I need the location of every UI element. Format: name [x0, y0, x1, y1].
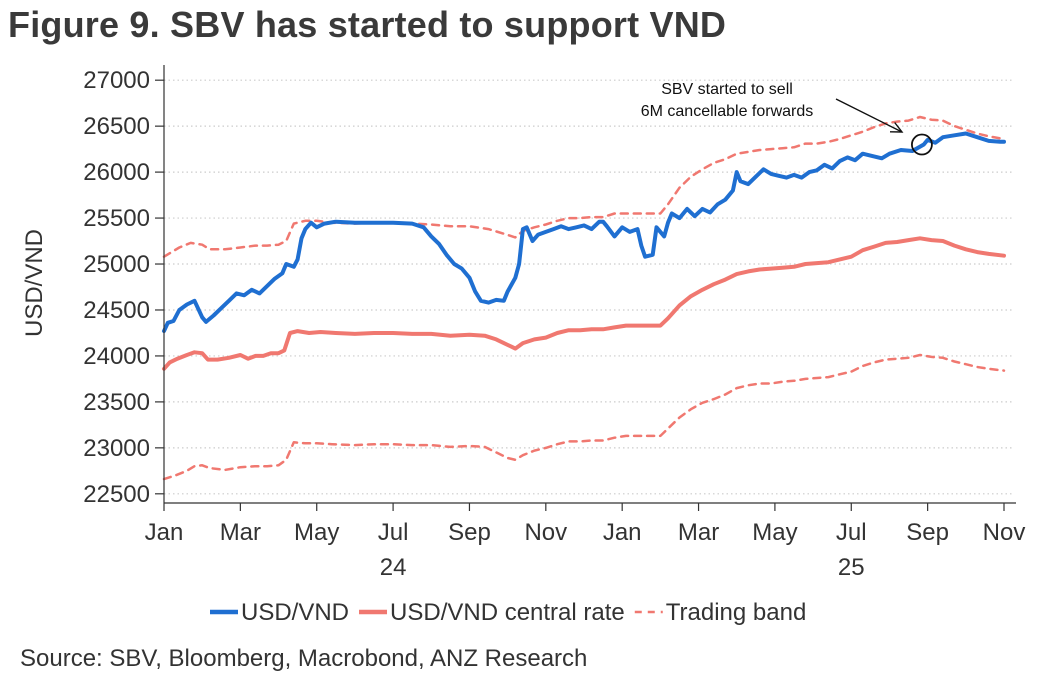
y-tick-label: 23000 — [83, 435, 150, 462]
x-tick-label: May — [752, 519, 797, 546]
y-tick-label: 25500 — [83, 205, 150, 232]
y-tick-label: 27000 — [83, 67, 150, 94]
annotation-text: SBV started to sell — [661, 81, 793, 98]
legend-label: USD/VND central rate — [390, 599, 625, 626]
x-tick-label: Jul — [378, 519, 409, 546]
x-tick-label: Nov — [983, 519, 1026, 546]
series-line-usd-vnd — [162, 131, 1006, 334]
series-line-trading-band — [162, 353, 1006, 481]
x-tick-label: Sep — [906, 519, 949, 546]
axes — [155, 65, 1016, 511]
y-tick-label: 26000 — [83, 159, 150, 186]
x-tick-label: Nov — [524, 519, 567, 546]
y-tick-label: 24000 — [83, 343, 150, 370]
annotation-arrowhead — [889, 122, 904, 133]
chart-title: Figure 9. SBV has started to support VND — [8, 4, 727, 45]
tick-labels: 22500 23000 23500 24000 24500 25000 25500 26000… — [21, 67, 1025, 581]
source-note: Source: SBV, Bloomberg, Macrobond, ANZ R… — [20, 645, 588, 672]
x-tick-label: Sep — [448, 519, 491, 546]
legend: USD/VND USD/VND central rate Trading band — [210, 599, 806, 626]
x-year-label: 24 — [380, 554, 407, 581]
y-tick-label: 23500 — [83, 389, 150, 416]
x-tick-label: Mar — [678, 519, 719, 546]
y-tick-label: 22500 — [83, 481, 150, 508]
y-tick-label: 26500 — [83, 113, 150, 140]
annotation: SBV started to sell 6M cancellable forwar… — [641, 81, 933, 156]
line-chart: 22500 23000 23500 24000 24500 25000 25500 26000… — [21, 65, 1025, 626]
annotation-arrow — [835, 98, 903, 133]
x-year-label: 25 — [838, 554, 865, 581]
x-tick-label: Jul — [836, 519, 867, 546]
annotation-text: 6M cancellable forwards — [641, 103, 814, 120]
grid-lines — [164, 79, 1014, 495]
series-lines — [162, 115, 1006, 481]
y-tick-label: 24500 — [83, 297, 150, 324]
legend-label: USD/VND — [241, 599, 349, 626]
x-tick-label: May — [294, 519, 339, 546]
y-axis-label: USD/VND — [21, 229, 48, 337]
series-line-trading-band — [162, 115, 1006, 258]
legend-label: Trading band — [666, 599, 807, 626]
x-tick-label: Jan — [145, 519, 184, 546]
annotation-circle — [911, 133, 933, 156]
x-tick-label: Mar — [220, 519, 261, 546]
series-line-central-rate — [162, 236, 1006, 371]
x-tick-label: Jan — [603, 519, 642, 546]
y-tick-label: 25000 — [83, 251, 150, 278]
